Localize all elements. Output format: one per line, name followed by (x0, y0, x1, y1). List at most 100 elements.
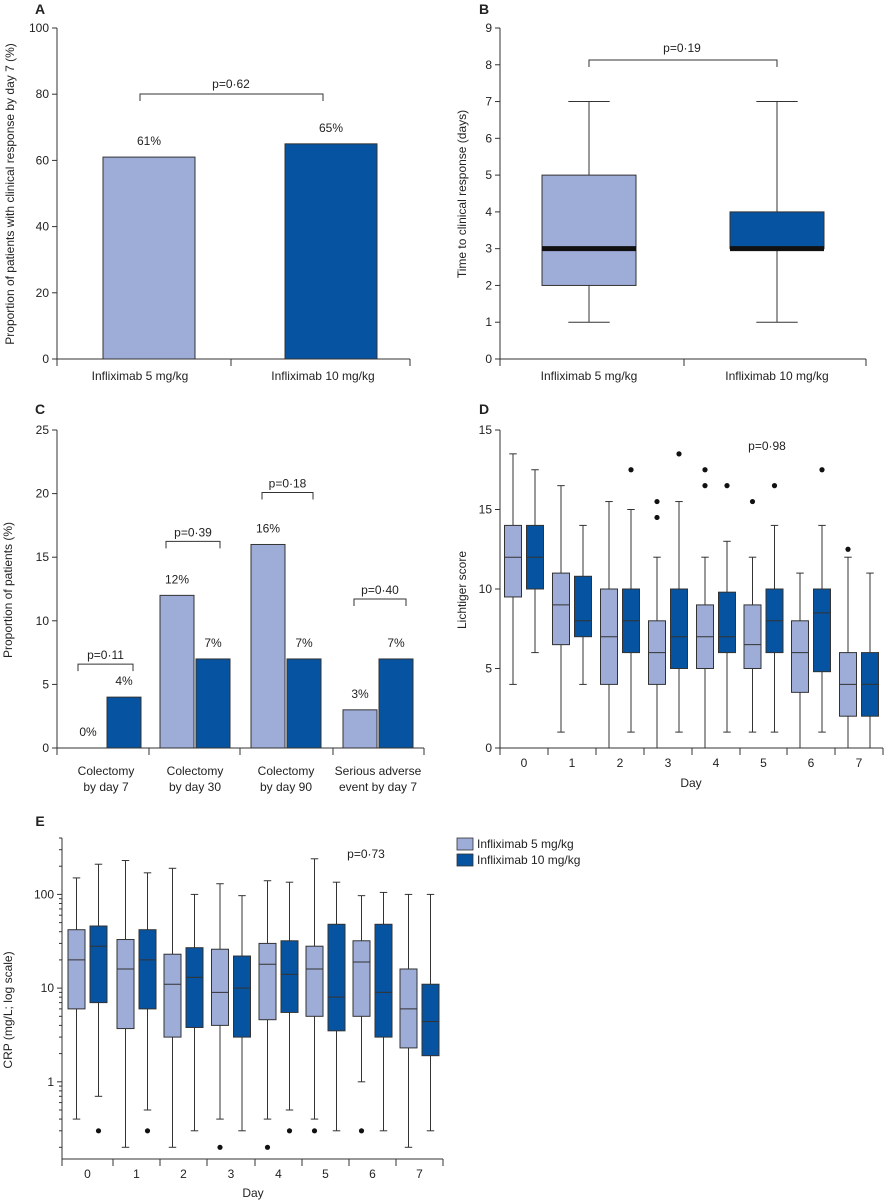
y-tick-label: 15 (479, 503, 493, 517)
box-s0-d1-box (116, 939, 135, 1030)
y-tick-label: 1 (485, 315, 492, 329)
panel-b-ylabel: Time to clinical response (days) (455, 110, 469, 278)
category-label: 3 (665, 756, 672, 770)
y-tick-label: 5 (42, 677, 49, 691)
box-s1-d3-outlier (676, 451, 682, 457)
box-s0-d6-box (791, 620, 809, 693)
box-s1-d6-box (813, 588, 831, 673)
category-label: 7 (856, 756, 863, 770)
box-s1-d5-box (327, 923, 346, 1032)
box-s0-d6-box (352, 940, 371, 1017)
box-s0-d3-outlier (654, 514, 660, 521)
bar-value-label: 16% (256, 521, 280, 535)
box-s0-d7-outlier (845, 546, 851, 552)
category-label: 6 (369, 1167, 376, 1181)
y-tick-label: 100 (29, 21, 49, 35)
bar (102, 156, 196, 360)
bar (378, 658, 414, 749)
panel-a-pvalue: p=0·62 (212, 77, 250, 91)
box-s1-d0-box (89, 925, 108, 1004)
bar (284, 143, 378, 360)
panel-label-e: E (35, 813, 44, 829)
category-label: Colectomy (167, 764, 224, 778)
panel-e-xlabel: Day (242, 1186, 263, 1200)
y-tick-label: 1 (47, 1075, 54, 1089)
panel-label-c: C (35, 401, 45, 417)
box-s0-d5-box (743, 604, 762, 670)
panel-label-d: D (479, 401, 489, 417)
pvalue-bracket (261, 491, 314, 500)
category-label: 7 (416, 1167, 423, 1181)
category-label: 2 (180, 1167, 187, 1181)
box-s1-d4-outlier (286, 1128, 293, 1134)
box-s1-d4-outlier (724, 483, 730, 489)
legend-swatch-5mg (456, 837, 474, 851)
panel-b-pvalue: p=0·19 (663, 41, 701, 55)
y-tick-label: 7 (485, 95, 492, 109)
category-label: 1 (569, 756, 576, 770)
y-tick-label: 0 (485, 352, 492, 366)
box-s1-d1-box (138, 929, 157, 1010)
y-tick-label: 15 (36, 550, 50, 564)
bar (106, 696, 142, 749)
bar (286, 658, 322, 749)
box-s0-d4-outlier (702, 467, 708, 473)
bar-value-label: 12% (165, 572, 189, 586)
y-tick-label: 40 (36, 220, 50, 234)
y-tick-label: 0 (42, 352, 49, 366)
box-s0-d5-outlier (311, 1128, 318, 1134)
panel-c-ylabel: Proportion of patients (%) (1, 522, 15, 658)
box-s1-d3-box (670, 588, 688, 669)
box-s1-d6-outlier (819, 467, 825, 473)
pvalue-label: p=0·18 (269, 476, 307, 490)
bar-value-label: 3% (351, 687, 369, 701)
y-tick-label: 100 (34, 887, 54, 901)
bar-value-label: 4% (115, 674, 133, 688)
y-tick-label: 20 (36, 286, 50, 300)
y-tick-label: 0 (485, 741, 492, 755)
legend: Infliximab 5 mg/kg Infliximab 10 mg/kg (456, 837, 580, 867)
category-label: 4 (275, 1167, 282, 1181)
box-s0-d2-box (163, 953, 182, 1038)
box-s0-d4-outlier (702, 483, 708, 489)
panel-e: 1 10 100 0 1 2 3 4 5 6 7 (34, 837, 444, 1181)
box-s0-d4-box (258, 942, 277, 1021)
panel-b: 0 1 2 3 4 5 6 7 8 9 Infliximab 5 mg/kg Infliximab 1… (485, 21, 867, 383)
box-s1-d2-box (185, 947, 204, 1028)
bar (159, 594, 195, 749)
pvalue-label: p=0·40 (361, 583, 399, 597)
category-label: 5 (322, 1167, 329, 1181)
panel-a-ylabel: Proportion of patients with clinical res… (3, 43, 17, 344)
category-label: Serious adverse (335, 764, 422, 778)
category-label: Colectomy (258, 764, 315, 778)
panel-e-ylabel: CRP (mg/L; log scale) (1, 951, 15, 1068)
panel-d-xlabel: Day (680, 776, 701, 790)
box-s0-d0-box (504, 524, 522, 598)
box-s1-d4-box (718, 591, 736, 654)
category-label: 3 (228, 1167, 235, 1181)
category-label: Infliximab 5 mg/kg (541, 369, 638, 383)
legend-swatch-10mg (456, 853, 474, 867)
y-tick-label: 6 (485, 131, 492, 145)
bar-value-label: 7% (295, 636, 313, 650)
category-label: Colectomy (78, 764, 135, 778)
box-s1-d1-box (574, 575, 592, 638)
bar-value-label: 7% (387, 636, 405, 650)
pvalue-bracket (588, 59, 778, 67)
panel-c: 0 5 10 15 20 25 0% 12% 16% 3% 4% 7% 7% 7% Colectomy by … (36, 423, 425, 794)
y-tick-label: 10 (36, 614, 50, 628)
box-s0-d3-outlier (654, 498, 660, 505)
y-tick-label: 3 (485, 242, 492, 256)
box-s1-d6-box (374, 923, 393, 1038)
y-tick-label: 5 (485, 662, 492, 676)
panel-a: 0 20 40 60 80 100 61% Infliximab 5 mg/kg 65% Infl… (29, 21, 411, 383)
box-s0-d5-outlier (749, 498, 756, 505)
bar-value-label: 7% (204, 636, 222, 650)
box-s1-d2-outlier (628, 467, 634, 473)
box-s0-d4-outlier (264, 1144, 271, 1150)
pvalue-bracket (353, 598, 407, 606)
panel-label-b: B (479, 1, 489, 17)
box-s0-d3-outlier (217, 1144, 223, 1150)
bar-value-label: 0% (79, 725, 97, 739)
pvalue-label: p=0·11 (87, 648, 124, 662)
